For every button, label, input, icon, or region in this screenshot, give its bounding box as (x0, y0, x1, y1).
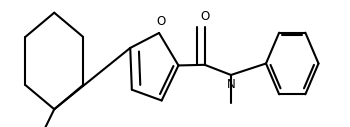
Text: O: O (200, 10, 209, 23)
Text: O: O (156, 15, 166, 28)
Text: N: N (226, 77, 235, 91)
